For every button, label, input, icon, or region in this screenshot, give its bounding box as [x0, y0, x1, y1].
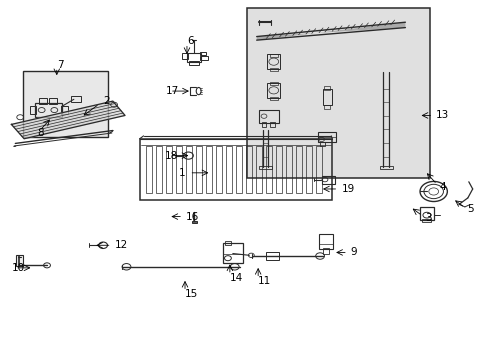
- Bar: [269, 122, 274, 127]
- Bar: [235, 146, 242, 193]
- Bar: [267, 83, 280, 98]
- Text: 2: 2: [103, 96, 109, 106]
- Bar: [421, 220, 430, 222]
- Bar: [265, 146, 271, 193]
- Bar: [324, 105, 330, 109]
- Text: 8: 8: [37, 129, 44, 138]
- Bar: [155, 146, 162, 193]
- Bar: [30, 107, 36, 114]
- Bar: [205, 146, 211, 193]
- Polygon shape: [11, 101, 125, 139]
- Bar: [419, 207, 433, 220]
- Bar: [315, 146, 322, 193]
- Bar: [61, 107, 68, 114]
- Text: 10: 10: [11, 263, 24, 273]
- Bar: [140, 139, 331, 200]
- Bar: [269, 54, 277, 57]
- Bar: [245, 146, 251, 193]
- Bar: [222, 243, 243, 263]
- Bar: [71, 96, 81, 102]
- Bar: [225, 146, 231, 193]
- Bar: [261, 122, 266, 127]
- Bar: [199, 51, 206, 55]
- Text: 7: 7: [57, 60, 63, 70]
- Bar: [321, 176, 334, 184]
- Bar: [165, 146, 171, 193]
- Bar: [259, 110, 278, 123]
- Bar: [35, 103, 61, 117]
- Bar: [295, 146, 302, 193]
- Text: 5: 5: [467, 204, 473, 215]
- Bar: [285, 146, 291, 193]
- Text: 13: 13: [435, 111, 448, 121]
- Bar: [269, 68, 277, 71]
- Text: 17: 17: [165, 86, 179, 96]
- Bar: [322, 89, 331, 105]
- Bar: [269, 82, 277, 85]
- Bar: [182, 53, 187, 59]
- Bar: [199, 55, 208, 60]
- Bar: [225, 241, 231, 244]
- Text: 3: 3: [424, 213, 430, 222]
- Text: 12: 12: [115, 240, 128, 250]
- Text: 19: 19: [341, 184, 355, 194]
- Text: 4: 4: [439, 182, 445, 192]
- Bar: [266, 252, 278, 260]
- Bar: [322, 248, 329, 253]
- Bar: [269, 97, 277, 100]
- Bar: [22, 71, 108, 137]
- Bar: [258, 166, 272, 169]
- Bar: [145, 146, 151, 193]
- Bar: [324, 86, 330, 90]
- Bar: [195, 146, 202, 193]
- Bar: [305, 146, 311, 193]
- Polygon shape: [256, 22, 405, 40]
- Bar: [175, 146, 182, 193]
- Bar: [186, 53, 200, 62]
- Text: 6: 6: [186, 36, 193, 46]
- Bar: [246, 8, 429, 178]
- Bar: [320, 141, 325, 146]
- Text: 18: 18: [164, 150, 178, 161]
- Text: 9: 9: [350, 247, 357, 257]
- Bar: [317, 132, 335, 142]
- Bar: [185, 146, 191, 193]
- Bar: [188, 61, 198, 65]
- Bar: [39, 98, 46, 104]
- Text: 15: 15: [184, 289, 198, 299]
- Bar: [215, 146, 222, 193]
- Bar: [318, 234, 332, 249]
- Bar: [191, 221, 196, 223]
- Text: 14: 14: [229, 273, 243, 283]
- Text: 16: 16: [185, 212, 199, 221]
- Bar: [49, 98, 57, 104]
- Bar: [16, 255, 22, 266]
- Bar: [255, 146, 262, 193]
- Bar: [267, 54, 280, 69]
- Text: 11: 11: [258, 276, 271, 286]
- Text: 1: 1: [178, 168, 184, 178]
- Bar: [275, 146, 282, 193]
- Bar: [379, 166, 392, 169]
